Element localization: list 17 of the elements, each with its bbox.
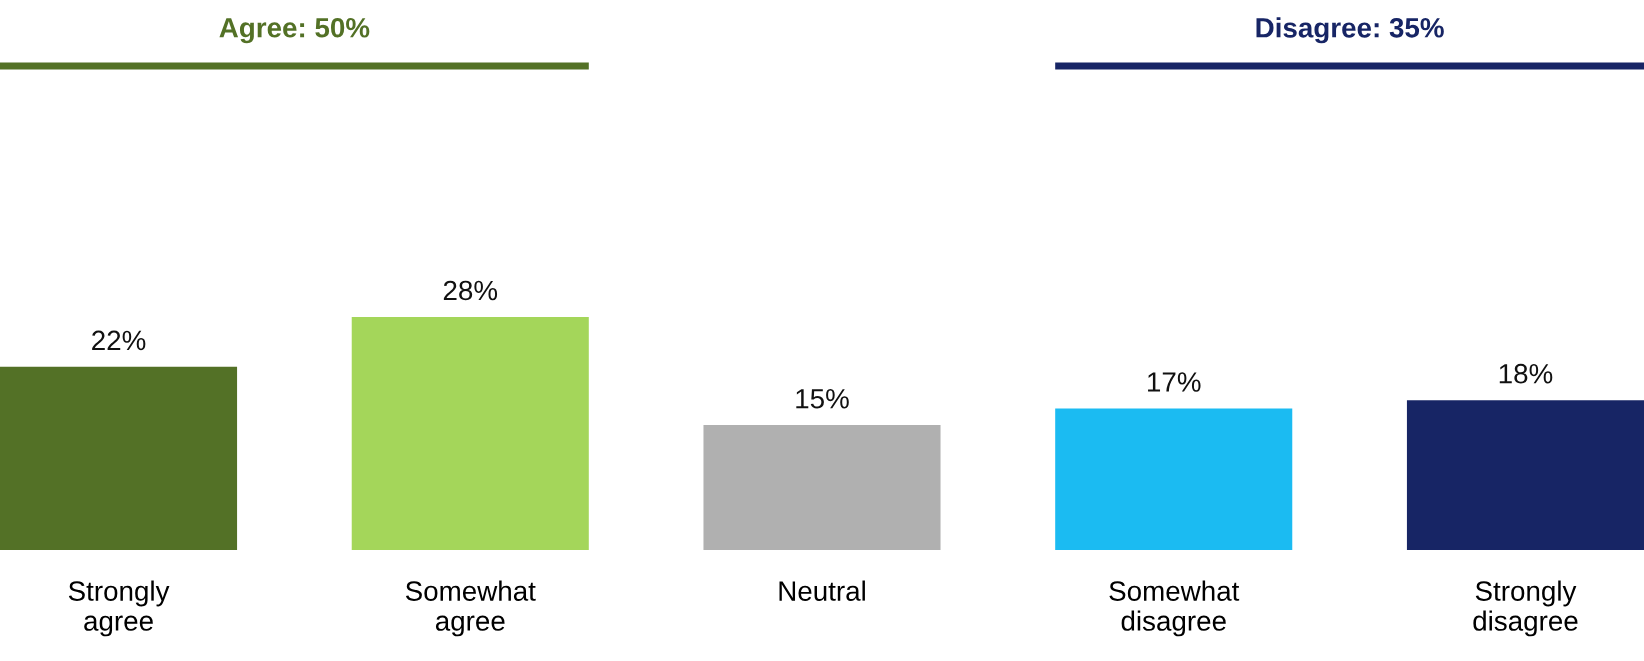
- data-label: 22%: [92, 330, 146, 351]
- text: Disagree: 35%: [1256, 17, 1444, 44]
- bar: [1406, 400, 1644, 550]
- x-tick-label: Strongly agree: [68, 580, 170, 637]
- x-tick-label: Somewhat agree: [405, 580, 536, 637]
- x-tick-label: Neutral: [779, 580, 865, 601]
- bar: [351, 316, 589, 550]
- bar: [0, 366, 238, 550]
- x-tick-label: Strongly disagree: [1473, 580, 1578, 637]
- data-label: 17%: [1148, 372, 1201, 392]
- data-label: 28%: [443, 280, 498, 301]
- data-label: 15%: [796, 388, 849, 409]
- bar: [1055, 408, 1293, 550]
- bar: [703, 425, 941, 550]
- text: Agree: 50%: [219, 17, 370, 44]
- x-tick-label: Somewhat disagree: [1109, 580, 1240, 637]
- data-label: 18%: [1499, 363, 1553, 384]
